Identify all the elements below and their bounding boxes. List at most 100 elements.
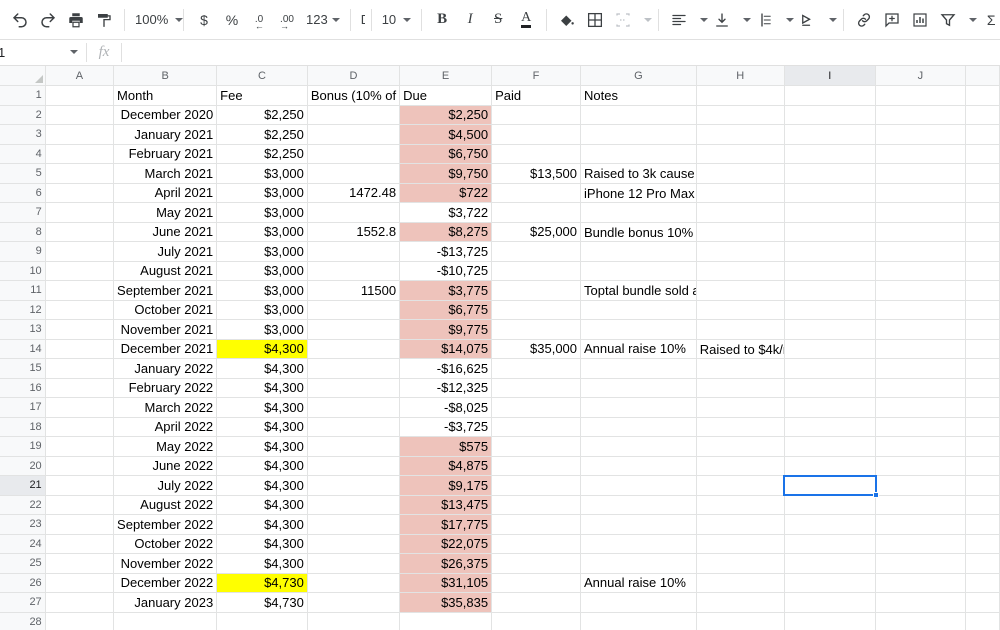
cell-overflow-7[interactable] [965,202,1000,223]
row-header-7[interactable]: 7 [0,202,46,223]
cell-I6[interactable] [784,183,877,203]
cell-E1[interactable]: Due [399,85,493,106]
cell-E22[interactable]: $13,475 [399,495,493,515]
cell-G16[interactable] [580,378,697,398]
cell-overflow-16[interactable] [965,378,1000,398]
functions-icon[interactable]: Σ [977,6,1000,34]
paint-format-icon[interactable] [90,6,118,34]
cell-I23[interactable] [784,514,877,535]
cell-C18[interactable]: $4,300 [216,417,308,437]
cell-overflow-11[interactable] [965,280,1000,301]
row-header-1[interactable]: 1 [0,85,46,106]
cell-A6[interactable] [45,183,115,203]
cell-G26[interactable]: Annual raise 10% [580,573,697,593]
cell-B21[interactable]: July 2022 [113,475,218,496]
cell-G19[interactable] [580,436,697,457]
cell-B5[interactable]: March 2021 [113,163,218,184]
cell-B1[interactable]: Month [113,85,218,106]
cell-J16[interactable] [875,378,966,398]
cell-F7[interactable] [491,202,582,223]
cell-E18[interactable]: -$3,725 [399,417,493,437]
cell-F27[interactable] [491,592,582,613]
cell-overflow-1[interactable] [965,85,1000,106]
cell-B23[interactable]: September 2022 [113,514,218,535]
cell-F1[interactable]: Paid [491,85,582,106]
column-header-G[interactable]: G [580,66,697,86]
cell-D8[interactable]: 1552.8 [307,222,401,242]
cell-I12[interactable] [784,300,877,320]
cell-E21[interactable]: $9,175 [399,475,493,496]
cell-D20[interactable] [307,456,401,476]
cell-F2[interactable] [491,105,582,125]
cell-G11[interactable]: Toptal bundle sold and early Christmas b… [580,280,697,301]
cell-G23[interactable] [580,514,697,535]
cell-overflow-22[interactable] [965,495,1000,515]
chevron-down-icon[interactable] [70,50,78,54]
cell-G27[interactable] [580,592,697,613]
font-family-selector[interactable]: Default (Ari... [357,7,365,33]
cell-F5[interactable]: $13,500 [491,163,582,184]
cell-F17[interactable] [491,397,582,418]
cell-C22[interactable]: $4,300 [216,495,308,515]
cell-B20[interactable]: June 2022 [113,456,218,476]
cell-F21[interactable] [491,475,582,496]
cell-C23[interactable]: $4,300 [216,514,308,535]
merge-cells-icon[interactable] [609,6,637,34]
cell-D13[interactable] [307,319,401,340]
cell-G1[interactable]: Notes [580,85,697,106]
text-wrapping-icon[interactable] [751,6,779,34]
cell-J5[interactable] [875,163,966,184]
cell-H7[interactable] [696,202,785,223]
row-header-18[interactable]: 18 [0,417,46,437]
currency-format-button[interactable]: $ [190,6,218,34]
cell-B11[interactable]: September 2021 [113,280,218,301]
cell-C26[interactable]: $4,730 [216,573,308,593]
cell-I3[interactable] [784,124,877,145]
row-header-8[interactable]: 8 [0,222,46,242]
cell-H27[interactable] [696,592,785,613]
cell-J22[interactable] [875,495,966,515]
cell-C3[interactable]: $2,250 [216,124,308,145]
percent-format-button[interactable]: % [218,6,246,34]
cell-D7[interactable] [307,202,401,223]
cell-J15[interactable] [875,358,966,379]
cell-J24[interactable] [875,534,966,554]
cell-F16[interactable] [491,378,582,398]
row-header-4[interactable]: 4 [0,144,46,164]
cell-D18[interactable] [307,417,401,437]
cell-A18[interactable] [45,417,115,437]
cell-G22[interactable] [580,495,697,515]
cell-G13[interactable] [580,319,697,340]
cell-I13[interactable] [784,319,877,340]
cell-A27[interactable] [45,592,115,613]
cell-B9[interactable]: July 2021 [113,241,218,262]
cell-B10[interactable]: August 2021 [113,261,218,281]
cell-H24[interactable] [696,534,785,554]
cell-G21[interactable] [580,475,697,496]
cell-overflow-25[interactable] [965,553,1000,574]
cell-C16[interactable]: $4,300 [216,378,308,398]
cell-F11[interactable] [491,280,582,301]
strikethrough-button[interactable]: S [484,6,512,34]
cell-J3[interactable] [875,124,966,145]
cell-C8[interactable]: $3,000 [216,222,308,242]
cell-C12[interactable]: $3,000 [216,300,308,320]
cell-H5[interactable] [696,163,785,184]
cell-overflow-6[interactable] [965,183,1000,203]
cell-overflow-26[interactable] [965,573,1000,593]
cell-I25[interactable] [784,553,877,574]
cell-E7[interactable]: $3,722 [399,202,493,223]
cell-F10[interactable] [491,261,582,281]
row-header-27[interactable]: 27 [0,592,46,613]
cell-I8[interactable] [784,222,877,242]
cell-G5[interactable]: Raised to 3k cause more work, and helpin… [580,163,697,184]
cell-E6[interactable]: $722 [399,183,493,203]
cell-B6[interactable]: April 2021 [113,183,218,203]
cell-J28[interactable] [875,612,966,630]
cell-G10[interactable] [580,261,697,281]
cell-J13[interactable] [875,319,966,340]
cell-B22[interactable]: August 2022 [113,495,218,515]
cell-J21[interactable] [875,475,966,496]
column-header-A[interactable]: A [45,66,115,86]
cell-I10[interactable] [784,261,877,281]
